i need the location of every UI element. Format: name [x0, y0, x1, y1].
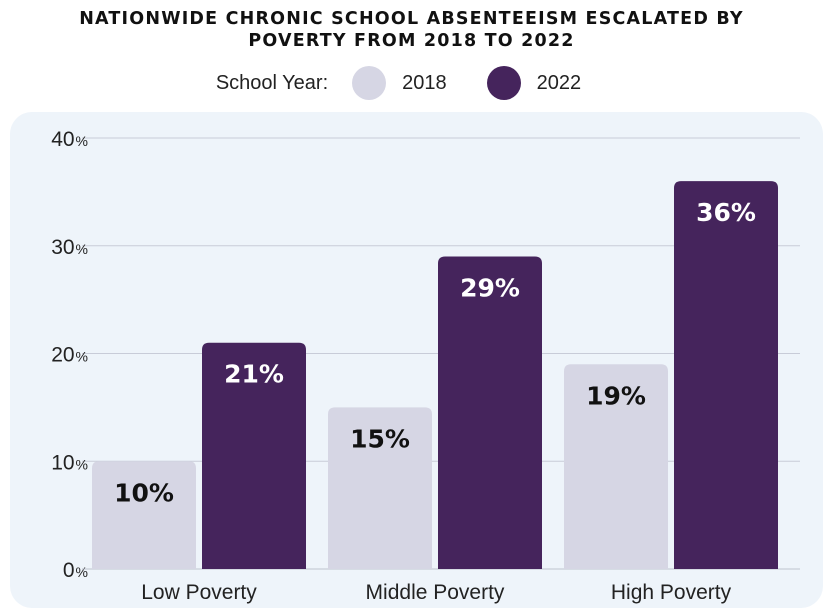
legend-swatch-2018 — [352, 66, 387, 100]
data-label-2022-1: 29% — [460, 274, 520, 303]
chart-title-line-1: NATIONWIDE CHRONIC SCHOOL ABSENTEEISM ES… — [79, 9, 744, 29]
data-label-2018-0: 10% — [114, 478, 174, 507]
y-tick-label-40: 40% — [51, 128, 88, 151]
legend-item-2018: 2018 — [352, 66, 447, 100]
y-tick-label-10: 10% — [51, 451, 88, 474]
x-tick-label-2: High Poverty — [611, 581, 732, 604]
legend-label-2018: 2018 — [402, 71, 447, 94]
data-label-2022-2: 36% — [696, 198, 756, 227]
bar-2022-2 — [674, 181, 778, 569]
legend-label-2022: 2022 — [536, 71, 582, 94]
x-tick-label-1: Middle Poverty — [366, 581, 505, 604]
y-tick-label-20: 20% — [51, 344, 88, 367]
chart-title-line-2: POVERTY FROM 2018 TO 2022 — [248, 31, 575, 51]
bar-2018-1 — [328, 407, 432, 569]
chart-title: NATIONWIDE CHRONIC SCHOOL ABSENTEEISM ES… — [0, 8, 823, 52]
legend-swatch-2022 — [486, 66, 521, 100]
bar-2022-0 — [202, 342, 306, 569]
legend-item-2022: 2022 — [486, 66, 582, 100]
data-label-2018-2: 19% — [586, 381, 646, 410]
bar-2022-1 — [438, 256, 542, 569]
y-tick-label-30: 30% — [51, 236, 88, 259]
y-tick-label-0: 0% — [63, 559, 88, 582]
legend-title: School Year: — [215, 71, 329, 94]
bar-2018-2 — [564, 364, 668, 569]
bar-2018-0 — [92, 461, 196, 569]
legend: School Year: 2018 2022 — [0, 66, 823, 100]
data-label-2018-1: 15% — [350, 424, 410, 453]
data-label-2022-0: 21% — [224, 360, 284, 389]
x-tick-label-0: Low Poverty — [141, 581, 257, 604]
